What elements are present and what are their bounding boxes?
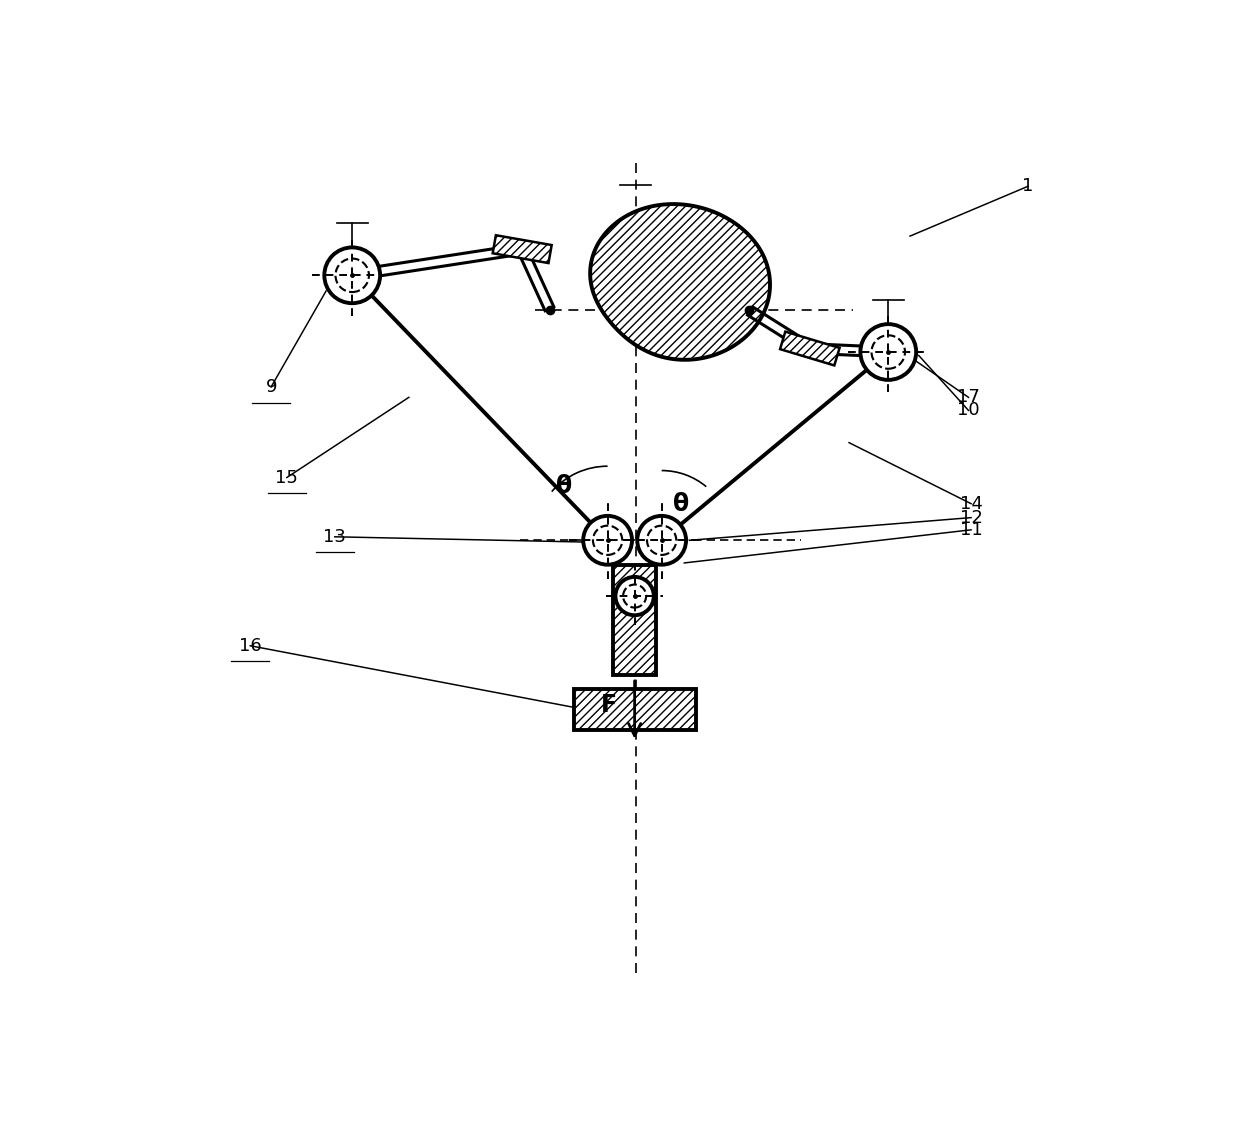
- Bar: [613, 565, 656, 675]
- Polygon shape: [590, 204, 770, 360]
- Text: 12: 12: [960, 508, 982, 526]
- Text: F: F: [600, 694, 616, 718]
- Circle shape: [637, 516, 686, 565]
- Polygon shape: [492, 235, 552, 263]
- Text: $\mathbf{\theta}$: $\mathbf{\theta}$: [672, 491, 689, 516]
- Circle shape: [861, 324, 916, 380]
- Text: 15: 15: [275, 469, 299, 487]
- Text: 13: 13: [324, 528, 346, 546]
- Text: 14: 14: [960, 495, 982, 513]
- Circle shape: [615, 577, 653, 616]
- Polygon shape: [780, 332, 839, 366]
- Text: $\mathbf{\theta}$: $\mathbf{\theta}$: [556, 474, 573, 498]
- Text: 10: 10: [957, 402, 980, 420]
- Text: 17: 17: [957, 388, 980, 406]
- Text: 16: 16: [239, 636, 262, 654]
- Circle shape: [583, 516, 632, 565]
- Bar: [574, 689, 696, 730]
- Text: 11: 11: [960, 521, 982, 539]
- Circle shape: [325, 248, 381, 303]
- Text: 9: 9: [265, 378, 277, 396]
- Text: 1: 1: [1022, 178, 1033, 196]
